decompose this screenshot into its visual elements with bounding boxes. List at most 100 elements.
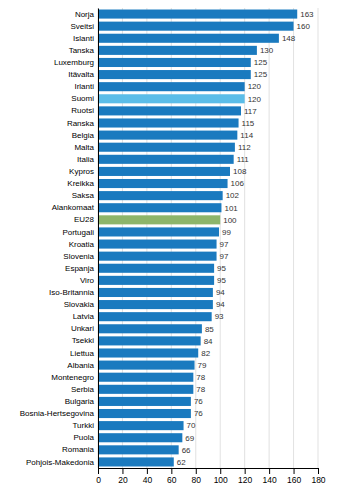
x-tick: 100 [214, 468, 228, 485]
data-label: 66 [182, 446, 191, 455]
y-tick: Tsekki [72, 336, 94, 345]
y-tick-label: Itävalta [68, 70, 94, 79]
y-tick: Islanti [73, 34, 94, 43]
y-tick-label: Albania [67, 361, 94, 370]
grid-line [293, 8, 294, 468]
y-tick-label: Portugali [62, 228, 94, 237]
y-tick: Latvia [73, 312, 95, 321]
x-tick-mark [147, 468, 148, 474]
bar [98, 373, 193, 382]
y-axis: Norja Sveitsi Islanti Tanska Luxemburg Itäval… [20, 9, 99, 469]
y-tick-label: Norja [75, 10, 95, 19]
data-label: 78 [196, 385, 205, 394]
x-tick-mark [171, 468, 172, 474]
bar [98, 433, 182, 442]
x-tick-label: 180 [311, 475, 325, 485]
y-tick-label: Belgia [72, 131, 95, 140]
data-label: 94 [216, 300, 225, 309]
y-tick-label: Kreikka [67, 179, 94, 188]
bar [98, 421, 184, 430]
data-label: 112 [238, 143, 251, 152]
y-tick-label: Montenegro [51, 373, 94, 382]
y-tick: Turkki [73, 421, 95, 430]
y-tick-label: Suomi [71, 94, 94, 103]
y-tick: Itävalta [68, 70, 94, 79]
data-label: 95 [217, 276, 226, 285]
data-label: 117 [244, 107, 257, 116]
data-label: 115 [242, 119, 255, 128]
y-tick-label: Sveitsi [70, 22, 94, 31]
bar [98, 191, 223, 200]
bar [98, 46, 257, 55]
y-tick: Tanska [69, 46, 95, 55]
y-tick: Puola [74, 433, 95, 442]
grid-line [269, 8, 270, 468]
data-label: 97 [220, 252, 229, 261]
y-tick: Ruotsi [71, 106, 94, 115]
bar [98, 312, 212, 321]
y-tick-label: Tsekki [72, 336, 94, 345]
data-label: 70 [187, 421, 196, 430]
bar [98, 445, 179, 454]
y-tick-label: Latvia [73, 312, 95, 321]
data-label: 163 [300, 10, 314, 19]
bar [98, 264, 214, 273]
data-label: 78 [196, 373, 205, 382]
y-tick-label: Ruotsi [71, 106, 94, 115]
bar [98, 361, 195, 370]
data-labels: 1631601481301251251201201171151141121111… [177, 10, 314, 467]
y-tick-label: Luxemburg [54, 58, 94, 67]
y-tick-label: Alankomaat [52, 203, 95, 212]
bar [98, 22, 294, 31]
data-label: 120 [248, 82, 262, 91]
x-tick: 140 [263, 468, 277, 485]
y-tick-label: Puola [74, 433, 95, 442]
data-label: 108 [233, 167, 247, 176]
bar [98, 300, 213, 309]
x-tick-label: 100 [214, 475, 228, 485]
y-tick: Iso-Britannia [49, 288, 94, 297]
bar [98, 118, 239, 127]
y-tick: Slovakia [64, 300, 95, 309]
x-tick: 180 [311, 468, 325, 485]
y-tick-label: Italia [77, 155, 94, 164]
bar [98, 58, 251, 67]
y-tick-label: Iso-Britannia [49, 288, 94, 297]
bar [98, 324, 202, 333]
y-tick-label: Irlanti [74, 82, 94, 91]
y-tick-label: EU28 [74, 215, 95, 224]
y-tick-label: Espanja [65, 264, 94, 273]
data-label: 84 [204, 337, 213, 346]
data-label: 114 [240, 131, 253, 140]
y-tick: Bosnia-Hertsegovina [20, 409, 95, 418]
x-tick-label: 40 [143, 475, 153, 485]
bar [98, 82, 245, 91]
y-tick: Viro [80, 276, 95, 285]
data-label: 106 [231, 179, 245, 188]
data-label: 85 [205, 325, 214, 334]
bar [98, 131, 237, 140]
data-label: 160 [297, 22, 311, 31]
bar [98, 336, 201, 345]
y-tick-label: Tanska [69, 46, 95, 55]
data-label: 97 [220, 240, 229, 249]
x-tick-mark [269, 468, 270, 474]
bar [98, 397, 191, 406]
data-label: 94 [216, 288, 225, 297]
y-tick: Irlanti [74, 82, 94, 91]
y-tick: Kroatia [69, 240, 95, 249]
data-label: 99 [222, 228, 231, 237]
bar [98, 94, 245, 103]
y-tick-label: Slovenia [63, 252, 94, 261]
y-tick: Slovenia [63, 252, 94, 261]
y-tick-label: Ranska [67, 119, 95, 128]
data-label: 69 [185, 434, 194, 443]
x-tick-label: 140 [263, 475, 277, 485]
data-label: 111 [237, 155, 250, 164]
y-tick-label: Turkki [73, 421, 95, 430]
x-tick: 160 [287, 468, 301, 485]
y-tick: Liettua [70, 349, 95, 358]
bar [98, 203, 221, 212]
bar [98, 179, 228, 188]
x-tick-label: 160 [287, 475, 301, 485]
